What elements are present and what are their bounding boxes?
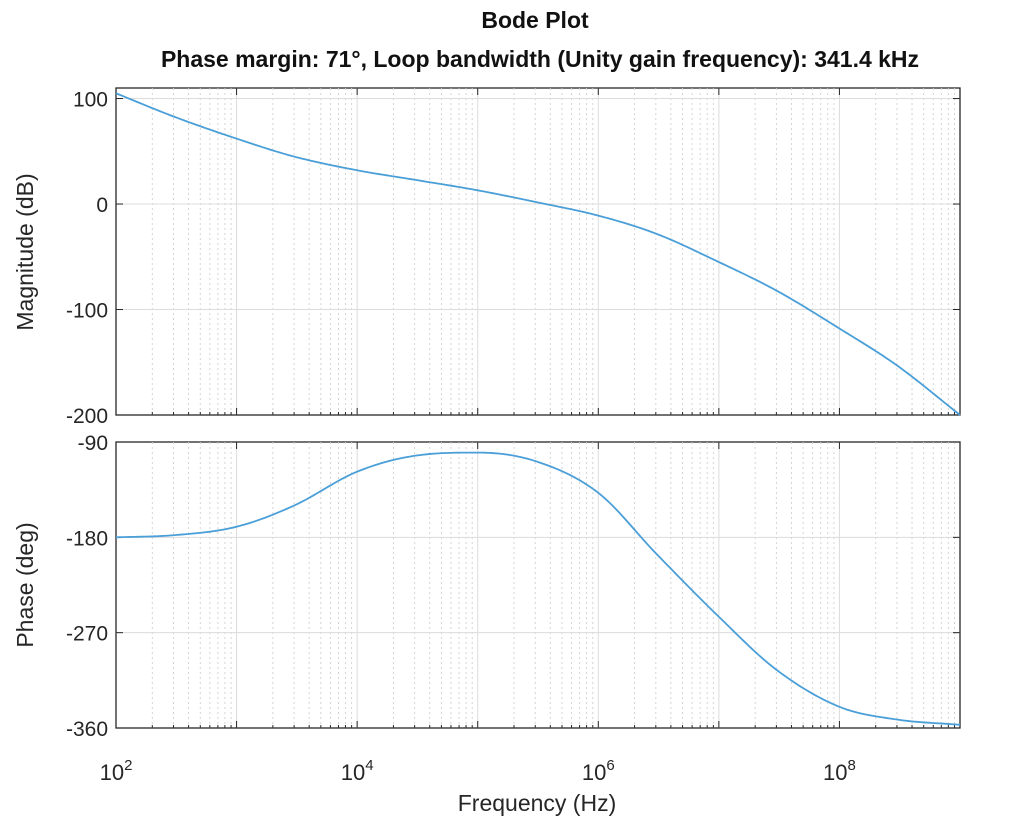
phase-tick-marks [115,441,961,729]
x-tick-label: 102 [100,757,133,785]
phase-y-tick-label: -180 [66,527,108,550]
magnitude-y-tick-label: -100 [66,300,108,323]
x-tick-label: 108 [823,757,856,785]
phase-y-tick-label: -90 [78,432,108,455]
x-tick-label: 104 [341,757,374,785]
x-tick-labels: 102 104 106 108 [100,757,856,785]
phase-series-line [115,451,961,726]
magnitude-panel: 100 0 -100 -200 Magnitude (dB) [12,87,961,428]
chart-subtitle: Phase margin: 71°, Loop bandwidth (Unity… [161,46,919,72]
magnitude-y-tick-label: 0 [96,194,108,217]
phase-axes-box [115,441,961,729]
phase-y-axis-label: Phase (deg) [12,522,38,647]
chart-title: Bode Plot [481,7,589,33]
phase-y-tick-labels: -90 -180 -270 -360 [66,432,108,741]
magnitude-series-line [115,92,961,416]
magnitude-axes-box [115,87,961,416]
phase-grid [116,442,960,728]
phase-y-tick-label: -360 [66,718,108,741]
magnitude-grid [116,88,960,415]
x-tick-label: 106 [582,757,615,785]
magnitude-y-tick-labels: 100 0 -100 -200 [66,89,108,428]
x-axis-label: Frequency (Hz) [458,790,616,816]
phase-panel: -90 -180 -270 -360 Phase (deg) [12,432,961,741]
magnitude-y-axis-label: Magnitude (dB) [12,173,38,330]
magnitude-y-tick-label: -200 [66,405,108,428]
phase-y-tick-label: -270 [66,623,108,646]
magnitude-tick-marks [115,88,961,416]
magnitude-y-tick-label: 100 [73,89,108,112]
